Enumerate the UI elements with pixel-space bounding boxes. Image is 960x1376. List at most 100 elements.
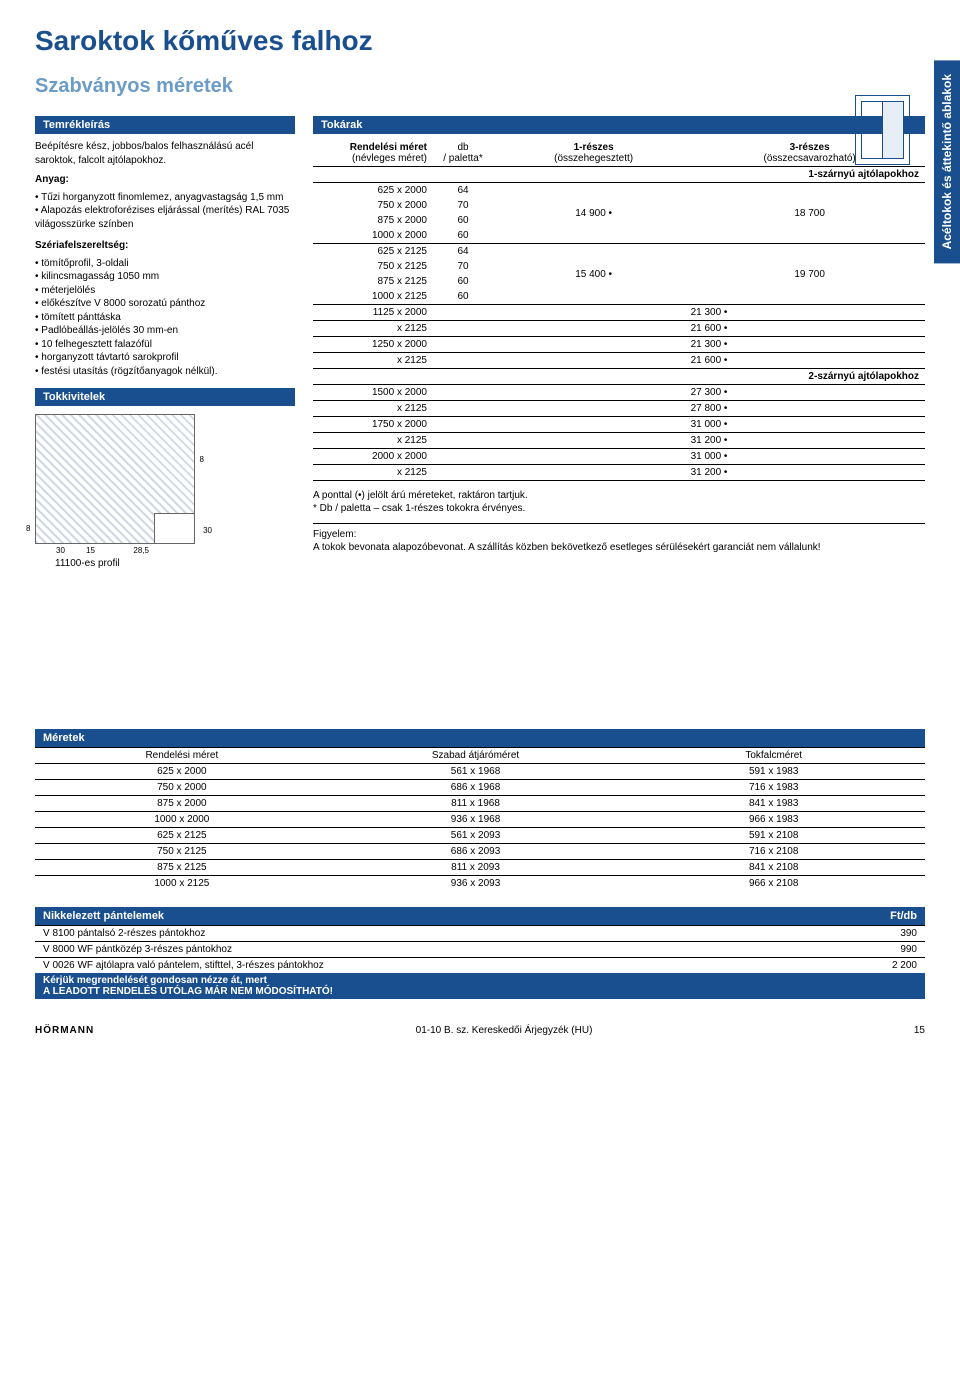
list-item: festési utasítás (rögzítőanyagok nélkül)… bbox=[35, 365, 295, 379]
table-title: Nikkelezett pántelemek bbox=[35, 907, 813, 926]
szeria-label: Szériafelszereltség: bbox=[35, 239, 295, 253]
dim-label: 30 bbox=[56, 546, 65, 555]
col-header: db/ paletta* bbox=[433, 140, 493, 167]
cell: 591 x 2108 bbox=[622, 828, 925, 844]
list-item: Padlóbeállás-jelölés 30 mm-en bbox=[35, 324, 295, 338]
cell: 27 800 • bbox=[493, 401, 925, 417]
cell: 966 x 1983 bbox=[622, 812, 925, 828]
cell: 2000 x 2000 bbox=[313, 449, 433, 465]
cell: 60 bbox=[433, 274, 493, 289]
col-header: 1-részes(összehegesztett) bbox=[493, 140, 694, 167]
anyag-list: Tűzi horganyzott finomlemez, anyagvastag… bbox=[35, 191, 295, 232]
cell: 70 bbox=[433, 198, 493, 213]
cell: 750 x 2125 bbox=[35, 844, 329, 860]
page-subtitle: Szabványos méretek bbox=[35, 75, 925, 98]
cell: x 2125 bbox=[313, 401, 433, 417]
page-number: 15 bbox=[914, 1025, 925, 1036]
cell: 1125 x 2000 bbox=[313, 305, 433, 321]
list-item: tömítőprofil, 3-oldali bbox=[35, 257, 295, 271]
cell: 875 x 2000 bbox=[35, 796, 329, 812]
cell: 21 300 • bbox=[493, 337, 925, 353]
list-item: előkészítve V 8000 sorozatú pánthoz bbox=[35, 297, 295, 311]
dimensions-table: Méretek Rendelési méret Szabad átjárómér… bbox=[35, 729, 925, 891]
cell: 31 000 • bbox=[493, 449, 925, 465]
cell: 875 x 2125 bbox=[313, 274, 433, 289]
side-tab: Acéltokok és áttekintő ablakok bbox=[934, 60, 960, 263]
cell: 390 bbox=[813, 926, 925, 942]
cell: 841 x 1983 bbox=[622, 796, 925, 812]
cell: 1500 x 2000 bbox=[313, 385, 433, 401]
col-header: Rendelési méret(névleges méret) bbox=[313, 140, 433, 167]
section-header: 1-szárnyú ajtólapokhoz bbox=[313, 167, 925, 183]
cell: 60 bbox=[433, 228, 493, 244]
cell: 686 x 2093 bbox=[329, 844, 623, 860]
table-title: Méretek bbox=[35, 729, 925, 748]
list-item: 10 felhegesztett falazófül bbox=[35, 338, 295, 352]
cell: 686 x 1968 bbox=[329, 780, 623, 796]
list-item: Tűzi horganyzott finomlemez, anyagvastag… bbox=[35, 191, 295, 205]
page-footer: HÖRMANN 01-10 B. sz. Kereskedői Árjegyzé… bbox=[35, 1019, 925, 1036]
cell: 875 x 2125 bbox=[35, 860, 329, 876]
cell: V 8100 pántalsó 2-részes pántokhoz bbox=[35, 926, 813, 942]
cell: 1250 x 2000 bbox=[313, 337, 433, 353]
cell: 21 600 • bbox=[493, 321, 925, 337]
profile-diagram: 8 8 30 15 28,5 30 bbox=[35, 414, 195, 544]
dim-label: 30 bbox=[203, 526, 212, 535]
hinge-table: Nikkelezett pántelemekFt/db V 8100 pánta… bbox=[35, 907, 925, 999]
szeria-list: tömítőprofil, 3-oldali kilincsmagasság 1… bbox=[35, 257, 295, 379]
section-header: 2-szárnyú ajtólapokhoz bbox=[313, 369, 925, 385]
tokarak-heading: Tokárak bbox=[313, 116, 925, 134]
col-header: Szabad átjáróméret bbox=[329, 748, 623, 764]
cell: 625 x 2125 bbox=[313, 244, 433, 260]
cell: 27 300 • bbox=[493, 385, 925, 401]
desc-intro: Beépítésre kész, jobbos/balos felhasznál… bbox=[35, 140, 295, 167]
dim-label: 8 bbox=[200, 455, 204, 464]
cell: V 8000 WF pántközép 3-részes pántokhoz bbox=[35, 942, 813, 958]
cell: 750 x 2000 bbox=[35, 780, 329, 796]
cell: 1000 x 2125 bbox=[35, 876, 329, 892]
cell: 1000 x 2000 bbox=[35, 812, 329, 828]
cell: 64 bbox=[433, 183, 493, 199]
col-header: Tokfalcméret bbox=[622, 748, 925, 764]
cell: 60 bbox=[433, 289, 493, 305]
cell: 31 200 • bbox=[493, 465, 925, 481]
cell: 1000 x 2000 bbox=[313, 228, 433, 244]
price-table: Rendelési méret(névleges méret) db/ pale… bbox=[313, 140, 925, 481]
page-title: Saroktok kőműves falhoz bbox=[35, 25, 925, 57]
cell: 875 x 2000 bbox=[313, 213, 433, 228]
cell: 2 200 bbox=[813, 958, 925, 974]
cell: 936 x 1968 bbox=[329, 812, 623, 828]
cell: 70 bbox=[433, 259, 493, 274]
cell: 19 700 bbox=[694, 244, 925, 305]
cell: x 2125 bbox=[313, 433, 433, 449]
cell: 561 x 1968 bbox=[329, 764, 623, 780]
warning-banner: Kérjük megrendelését gondosan nézze át, … bbox=[35, 973, 925, 999]
cell: 811 x 2093 bbox=[329, 860, 623, 876]
cell: 936 x 2093 bbox=[329, 876, 623, 892]
cell: 750 x 2125 bbox=[313, 259, 433, 274]
anyag-label: Anyag: bbox=[35, 173, 295, 187]
dim-label: 8 bbox=[26, 524, 30, 533]
cell: 625 x 2000 bbox=[35, 764, 329, 780]
cell: 60 bbox=[433, 213, 493, 228]
list-item: horganyzott távtartó sarokprofil bbox=[35, 351, 295, 365]
dim-label: 15 bbox=[86, 546, 95, 555]
cell: 21 300 • bbox=[493, 305, 925, 321]
cell: 591 x 1983 bbox=[622, 764, 925, 780]
footer-center: 01-10 B. sz. Kereskedői Árjegyzék (HU) bbox=[416, 1025, 593, 1036]
profil-label: 11100-es profil bbox=[55, 558, 295, 569]
cell: 561 x 2093 bbox=[329, 828, 623, 844]
cell: 625 x 2000 bbox=[313, 183, 433, 199]
cell: 625 x 2125 bbox=[35, 828, 329, 844]
cell: 64 bbox=[433, 244, 493, 260]
brand-logo: HÖRMANN bbox=[35, 1025, 94, 1036]
cell: 750 x 2000 bbox=[313, 198, 433, 213]
cell: x 2125 bbox=[313, 353, 433, 369]
cell: 31 200 • bbox=[493, 433, 925, 449]
list-item: Alapozás elektroforézises eljárással (me… bbox=[35, 204, 295, 231]
list-item: méterjelölés bbox=[35, 284, 295, 298]
cell: 18 700 bbox=[694, 183, 925, 244]
cell: 15 400 • bbox=[493, 244, 694, 305]
warning-text: Figyelem: A tokok bevonata alapozóbevona… bbox=[313, 523, 925, 554]
cell: 841 x 2108 bbox=[622, 860, 925, 876]
